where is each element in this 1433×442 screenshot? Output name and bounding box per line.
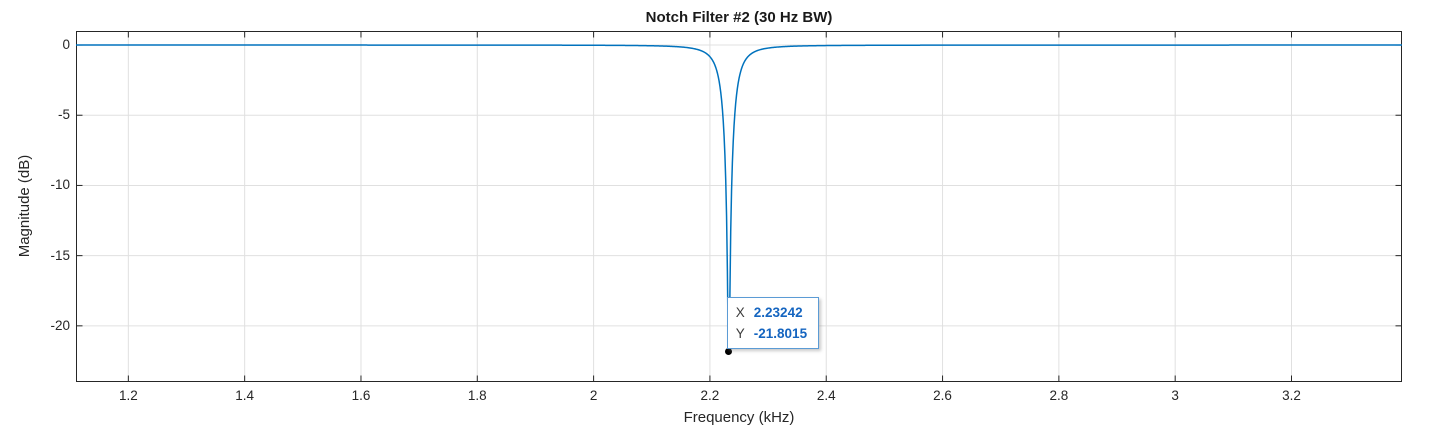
x-tick-label: 1.4 [235, 388, 255, 403]
datatip-marker[interactable] [725, 347, 733, 355]
chart-title: Notch Filter #2 (30 Hz BW) [645, 9, 833, 26]
x-tick-label: 3 [1171, 388, 1179, 403]
y-tick-label: 0 [62, 37, 70, 53]
x-tick-label: 2 [589, 388, 598, 403]
datatip-y-value: -21.8015 [753, 326, 808, 342]
y-tick-label: -5 [57, 107, 70, 123]
datatip[interactable]: X 2.23242 Y -21.8015 [726, 297, 820, 350]
x-tick-label: 2.4 [816, 388, 836, 403]
x-tick-label: 3.2 [1282, 388, 1301, 403]
x-axis-label: Frequency (kHz) [683, 409, 795, 426]
datatip-x-row: X 2.23242 [736, 302, 807, 323]
datatip-y-row: Y -21.8015 [736, 323, 807, 344]
y-tick-label: -20 [50, 317, 70, 333]
datatip-y-label: Y [735, 326, 745, 342]
axes-box [76, 31, 1402, 382]
x-tick-label: 2.2 [700, 388, 720, 403]
y-axis-label: Magnitude (dB) [16, 154, 33, 258]
y-tick-label: -10 [50, 177, 70, 193]
x-tick-label: 1.8 [467, 388, 487, 403]
y-tick-label: -15 [50, 247, 70, 263]
series-line-notch-filter-response[interactable] [76, 44, 1402, 352]
x-tick-label: 1.6 [351, 388, 371, 403]
datatip-x-label: X [735, 305, 745, 321]
x-tick-label: 1.2 [118, 388, 138, 403]
datatip-x-value: 2.23242 [753, 305, 803, 321]
x-tick-label: 2.8 [1049, 388, 1069, 403]
plot-area[interactable]: X 2.23242 Y -21.8015 [76, 31, 1402, 382]
x-tick-label: 2.6 [933, 388, 952, 403]
plot-canvas [76, 31, 1402, 382]
